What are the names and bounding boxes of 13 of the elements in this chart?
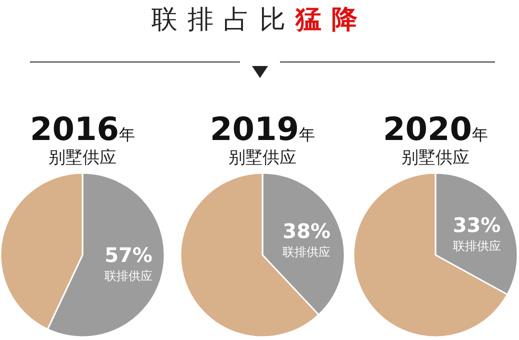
chart-title: 2020年 xyxy=(382,110,488,148)
slice-label: 联排供应 xyxy=(282,244,331,259)
chart-title: 2019年 xyxy=(210,110,316,148)
data-label: 38% xyxy=(282,218,331,243)
chart-title: 2016年 xyxy=(30,110,136,148)
slice-label: 联排供应 xyxy=(452,239,501,254)
chart-subtitle: 别墅供应 xyxy=(402,148,470,168)
slice-label: 联排供应 xyxy=(104,268,153,283)
chart-subtitle: 别墅供应 xyxy=(48,148,116,168)
data-label: 33% xyxy=(452,213,501,238)
text: 联排占比猛降 xyxy=(152,5,368,35)
chart-subtitle: 别墅供应 xyxy=(228,148,296,168)
data-label: 57% xyxy=(104,242,152,267)
